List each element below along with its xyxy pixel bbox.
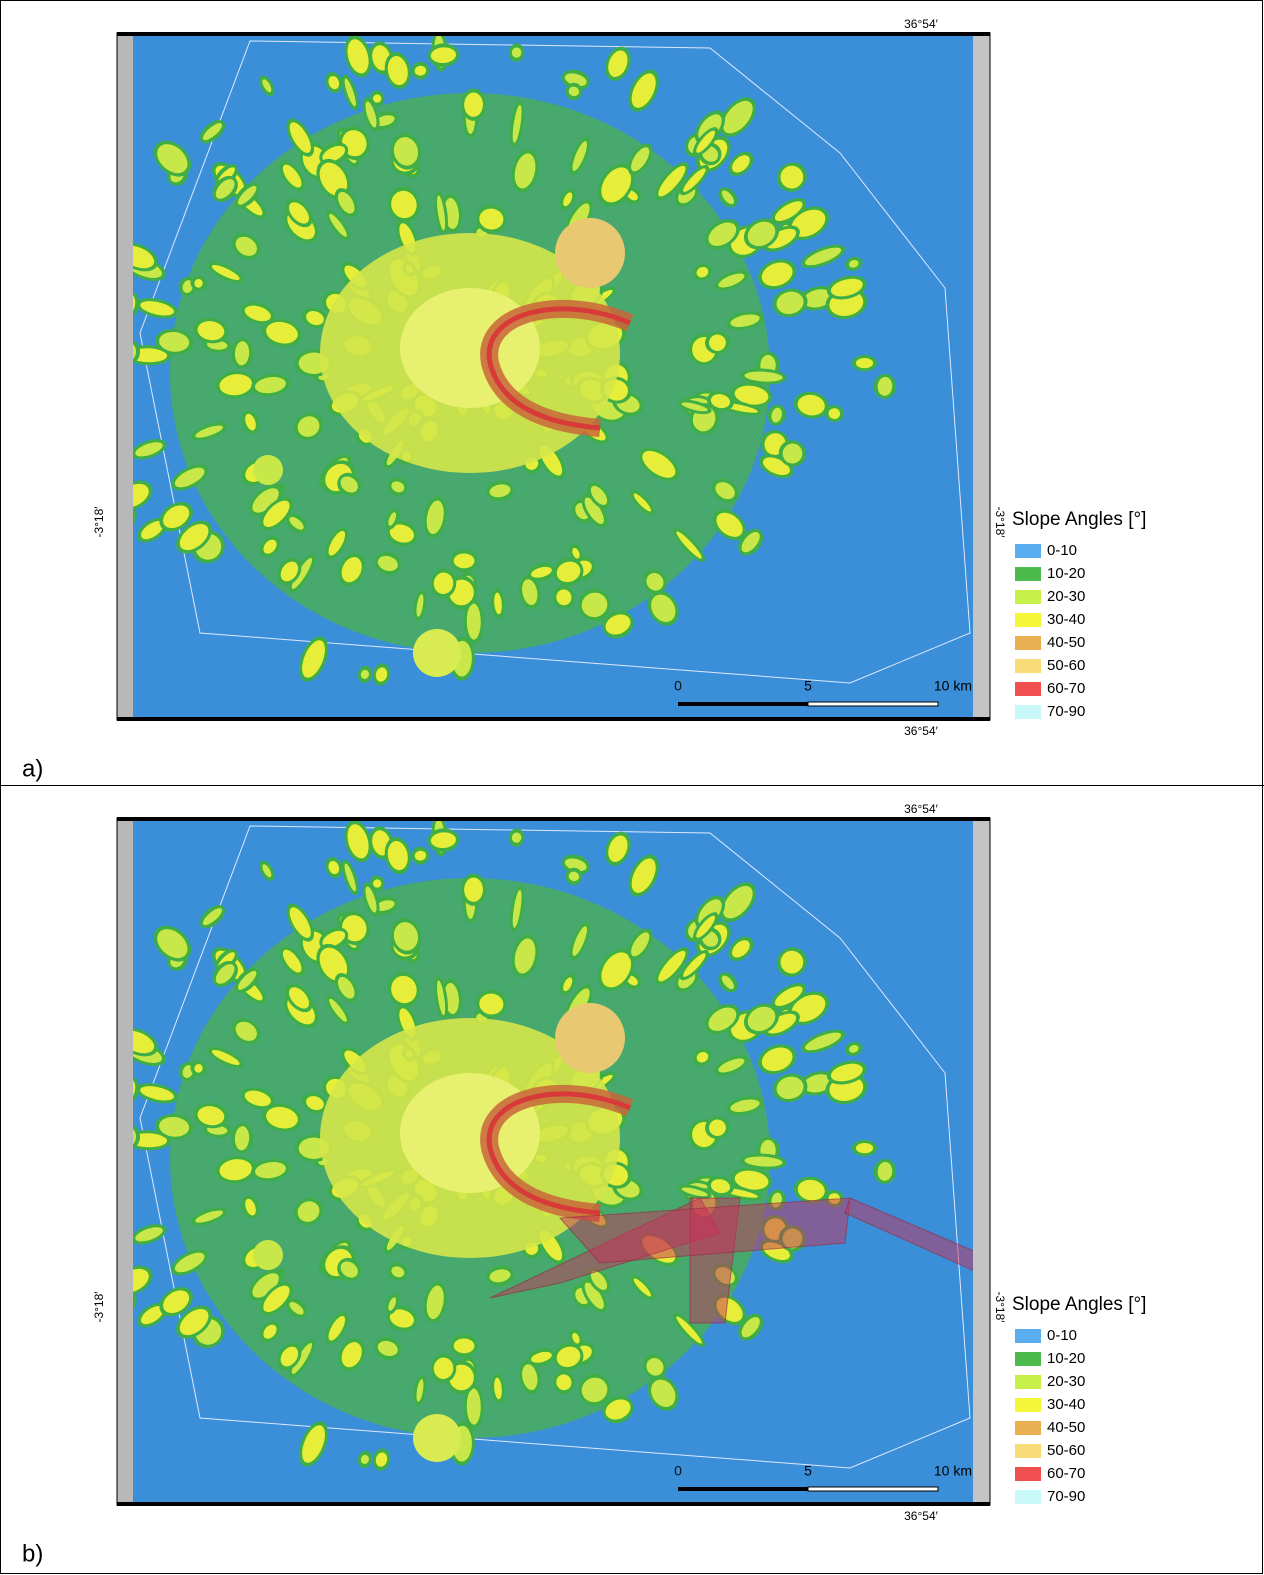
- coordinate-left: -3°18′: [92, 506, 106, 538]
- legend-swatch: [1015, 1398, 1041, 1412]
- coordinate-top: 36°54′: [904, 17, 938, 31]
- legend-label: 30-40: [1047, 1396, 1085, 1413]
- legend-swatch: [1015, 1490, 1041, 1504]
- legend-label: 0-10: [1047, 1327, 1077, 1344]
- terrain-yellow: [51, 1179, 63, 1194]
- legend-label: 60-70: [1047, 1465, 1085, 1482]
- terrain-yellow: [101, 1117, 116, 1142]
- legend-label: 60-70: [1047, 680, 1085, 697]
- legend-title: Slope Angles [°]: [1012, 1294, 1146, 1315]
- scale-label: 10 km: [934, 1463, 972, 1479]
- scale-label: 5: [804, 678, 812, 694]
- map-hillshade-right: [973, 818, 990, 1505]
- legend-label: 70-90: [1047, 1488, 1085, 1505]
- scale-bar-white: [808, 702, 938, 706]
- scale-label: 0: [674, 678, 682, 694]
- terrain-green: [47, 1176, 68, 1198]
- legend-swatch: [1015, 1467, 1041, 1481]
- terrain-yellow: [61, 1143, 90, 1167]
- cone: [253, 455, 283, 485]
- terrain-green: [57, 355, 94, 385]
- legend-swatch: [1015, 1329, 1041, 1343]
- legend-label: 10-20: [1047, 1350, 1085, 1367]
- legend-label: 20-30: [1047, 1373, 1085, 1390]
- coordinate-right: -3°18′: [993, 506, 1007, 538]
- map-hillshade-right: [973, 33, 990, 720]
- terrain-yellow: [89, 1071, 103, 1084]
- terrain: [47, 815, 990, 1505]
- legend-swatch: [1015, 659, 1041, 673]
- terrain-green: [57, 1140, 94, 1170]
- legend-label: 30-40: [1047, 611, 1085, 628]
- scale-bar-white: [808, 1487, 938, 1491]
- terrain-yellow: [856, 358, 873, 368]
- coordinate-right: -3°18′: [993, 1291, 1007, 1323]
- legend-swatch: [1015, 613, 1041, 627]
- legend-swatch: [1015, 636, 1041, 650]
- legend-title: Slope Angles [°]: [1012, 509, 1146, 530]
- scale-label: 10 km: [934, 678, 972, 694]
- cone: [413, 1414, 461, 1462]
- scale-bar-black: [678, 702, 808, 706]
- coordinate-bottom: 36°54′: [904, 724, 938, 738]
- legend-swatch: [1015, 567, 1041, 581]
- legend-swatch: [1015, 590, 1041, 604]
- coordinate-left: -3°18′: [92, 1291, 106, 1323]
- terrain-yellow: [51, 394, 63, 409]
- terrain-yellow: [101, 332, 116, 357]
- legend-label: 50-60: [1047, 1442, 1085, 1459]
- legend-swatch: [1015, 544, 1041, 558]
- cone: [253, 1240, 283, 1270]
- summit-inner: [400, 1073, 540, 1193]
- legend-swatch: [1015, 1352, 1041, 1366]
- legend-label: 50-60: [1047, 657, 1085, 674]
- map-hillshade-left: [117, 818, 133, 1505]
- legend-swatch: [1015, 1444, 1041, 1458]
- panel: 0 5 10 km 36°54′ 36°54′ -3°18′ -3°18′ Slope Ang…: [22, 17, 1146, 782]
- terrain-yellow: [856, 1143, 873, 1153]
- panel-label: a): [22, 755, 43, 782]
- panel: 0 5 10 km 36°54′ 36°54′ -3°18′ -3°18′ Slope Ang…: [22, 802, 1146, 1567]
- legend-label: 40-50: [1047, 634, 1085, 651]
- legend-swatch: [1015, 1375, 1041, 1389]
- legend-swatch: [1015, 682, 1041, 696]
- panel-label: b): [22, 1540, 43, 1567]
- scale-bar-black: [678, 1487, 808, 1491]
- legend-label: 70-90: [1047, 703, 1085, 720]
- scale-label: 5: [804, 1463, 812, 1479]
- terrain-green: [85, 282, 108, 303]
- figure: 0 5 10 km 36°54′ 36°54′ -3°18′ -3°18′ Slope Ang…: [0, 0, 1264, 1575]
- terrain-yellow: [89, 286, 103, 299]
- cone: [555, 1003, 625, 1073]
- terrain-green: [47, 391, 68, 413]
- summit-inner: [400, 288, 540, 408]
- coordinate-bottom: 36°54′: [904, 1509, 938, 1523]
- legend-label: 40-50: [1047, 1419, 1085, 1436]
- terrain-yellow: [61, 358, 90, 382]
- terrain-green: [85, 1067, 108, 1088]
- cone: [555, 218, 625, 288]
- cone: [413, 629, 461, 677]
- legend-swatch: [1015, 1421, 1041, 1435]
- map: [47, 30, 990, 720]
- map: [47, 815, 990, 1505]
- legend-label: 10-20: [1047, 565, 1085, 582]
- coordinate-top: 36°54′: [904, 802, 938, 816]
- legend-label: 0-10: [1047, 542, 1077, 559]
- legend-label: 20-30: [1047, 588, 1085, 605]
- map-hillshade-left: [117, 33, 133, 720]
- terrain: [47, 30, 973, 720]
- legend-swatch: [1015, 705, 1041, 719]
- scale-label: 0: [674, 1463, 682, 1479]
